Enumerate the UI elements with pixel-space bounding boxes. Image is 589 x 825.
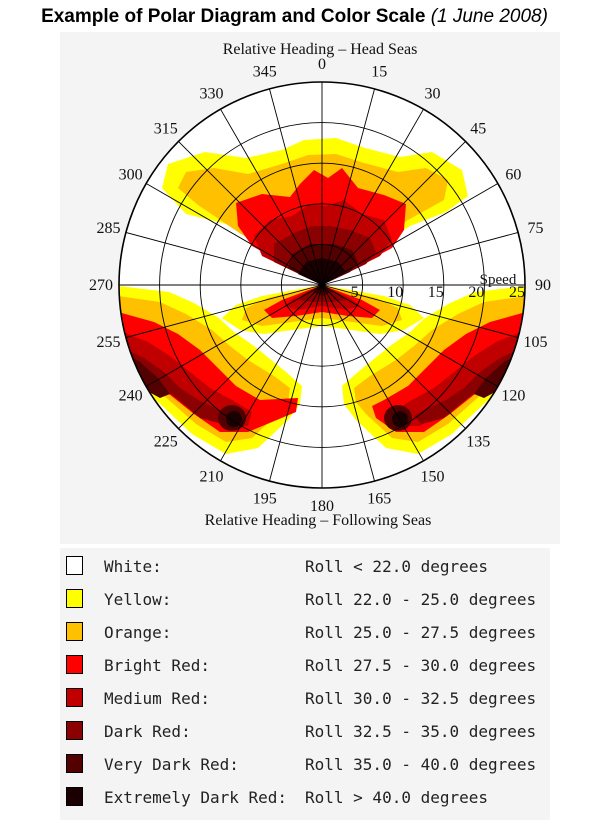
speed-tick-label: 20 <box>468 284 484 301</box>
legend-swatch <box>66 556 83 575</box>
contour-mediumred-lower-left <box>119 330 252 426</box>
heading-spoke <box>321 232 519 286</box>
heading-tick-label: 90 <box>535 277 551 294</box>
legend-swatch <box>66 688 83 707</box>
heading-spoke <box>321 284 424 462</box>
page-title: Example of Polar Diagram and Color Scale… <box>0 6 589 28</box>
legend-swatch <box>66 787 83 806</box>
legend-name: Yellow: <box>104 590 172 609</box>
contour-extremelydarkred-lower-right <box>392 411 408 427</box>
polar-diagram: 0 153045607590105120135150165180195210225… <box>89 41 551 529</box>
legend-swatch <box>66 589 83 608</box>
legend-row-yellow: Yellow: Roll 22.0 - 25.0 degrees <box>60 583 550 616</box>
heading-tick-label: 30 <box>425 86 441 103</box>
heading-tick-label: 300 <box>119 167 143 184</box>
bottom-heading-label: Relative Heading – Following Seas <box>205 512 432 529</box>
heading-tick-label: 75 <box>527 220 543 237</box>
title-main: Example of Polar Diagram and Color Scale <box>41 6 426 27</box>
heading-tick-label: 60 <box>505 167 521 184</box>
heading-tick-label: 165 <box>367 490 391 507</box>
heading-spoke <box>321 284 499 387</box>
legend-row-extremely-dark-red: Extremely Dark Red: Roll > 40.0 degrees <box>60 781 550 814</box>
legend-range: Roll > 40.0 degrees <box>305 788 489 807</box>
heading-spoke <box>321 284 466 429</box>
heading-spoke <box>145 183 323 286</box>
legend-name: Very Dark Red: <box>104 755 239 774</box>
heading-tick-label: 120 <box>501 388 525 405</box>
color-scale-legend: White: Roll < 22.0 degrees Yellow: Roll … <box>60 548 550 820</box>
heading-tick-label: 135 <box>466 433 490 450</box>
contour-mediumred-lower-right <box>392 330 525 426</box>
heading-tick-label: 240 <box>119 388 143 405</box>
heading-spoke <box>145 284 323 387</box>
speed-tick-label: 25 <box>509 284 525 301</box>
polar-grid <box>118 81 526 489</box>
heading-tick-label: 285 <box>97 220 121 237</box>
legend-range: Roll < 22.0 degrees <box>305 557 489 576</box>
legend-range: Roll 30.0 - 32.5 degrees <box>305 689 537 708</box>
heading-spoke <box>125 232 323 286</box>
legend-range: Roll 32.5 - 35.0 degrees <box>305 722 537 741</box>
heading-tick-label: 150 <box>421 468 445 485</box>
legend-swatch <box>66 655 83 674</box>
heading-tick-label: 270 <box>89 277 113 294</box>
legend-range: Roll 27.5 - 30.0 degrees <box>305 656 537 675</box>
heading-tick-label: 225 <box>154 433 178 450</box>
speed-axis-label: Speed <box>480 272 517 288</box>
polar-labels: 0 153045607590105120135150165180195210225… <box>89 56 551 515</box>
legend-name: Extremely Dark Red: <box>104 788 288 807</box>
heading-spoke <box>125 284 323 338</box>
heading-spoke <box>321 284 519 338</box>
contour-brightred-lower-left <box>119 312 298 432</box>
speed-tick-label: 15 <box>428 284 444 301</box>
legend-swatch <box>66 622 83 641</box>
heading-tick-label: 0 <box>318 56 326 73</box>
legend-row-dark-red: Dark Red: Roll 32.5 - 35.0 degrees <box>60 715 550 748</box>
heading-tick-label: 345 <box>253 64 277 81</box>
legend-row-medium-red: Medium Red: Roll 30.0 - 32.5 degrees <box>60 682 550 715</box>
heading-tick-label: 45 <box>470 121 486 138</box>
legend-name: White: <box>104 557 162 576</box>
legend-name: Orange: <box>104 623 172 642</box>
legend-row-bright-red: Bright Red: Roll 27.5 - 30.0 degrees <box>60 649 550 682</box>
legend-row-white: White: Roll < 22.0 degrees <box>60 550 550 583</box>
heading-spoke <box>321 88 375 286</box>
heading-spoke <box>220 284 323 462</box>
heading-spoke <box>220 108 323 286</box>
heading-spoke <box>269 284 323 482</box>
legend-swatch <box>66 721 83 740</box>
heading-tick-label: 255 <box>97 334 121 351</box>
heading-tick-label: 195 <box>253 490 277 507</box>
heading-spoke <box>321 183 499 286</box>
heading-spoke <box>321 284 375 482</box>
speed-tick-label: 10 <box>387 284 403 301</box>
speed-tick-label: 5 <box>351 284 359 301</box>
legend-row-very-dark-red: Very Dark Red: Roll 35.0 - 40.0 degrees <box>60 748 550 781</box>
heading-spoke <box>321 141 466 286</box>
legend-name: Dark Red: <box>104 722 191 741</box>
heading-spoke <box>178 141 323 286</box>
contour-extremelydarkred-lower-left <box>226 411 242 427</box>
legend-row-orange: Orange: Roll 25.0 - 27.5 degrees <box>60 616 550 649</box>
heading-spoke <box>178 284 323 429</box>
legend-name: Bright Red: <box>104 656 210 675</box>
heading-tick-label: 15 <box>371 64 387 81</box>
heading-spoke <box>269 88 323 286</box>
legend-range: Roll 22.0 - 25.0 degrees <box>305 590 537 609</box>
heading-spoke <box>321 108 424 286</box>
legend-swatch <box>66 754 83 773</box>
heading-tick-label: 210 <box>200 468 224 485</box>
legend-range: Roll 25.0 - 27.5 degrees <box>305 623 537 642</box>
title-date: (1 June 2008) <box>430 6 548 27</box>
heading-tick-label: 105 <box>523 334 547 351</box>
top-heading-label: Relative Heading – Head Seas <box>223 41 418 58</box>
legend-name: Medium Red: <box>104 689 210 708</box>
heading-tick-label: 330 <box>200 86 224 103</box>
legend-range: Roll 35.0 - 40.0 degrees <box>305 755 537 774</box>
heading-tick-label: 180 <box>310 498 334 515</box>
heading-tick-label: 315 <box>154 121 178 138</box>
